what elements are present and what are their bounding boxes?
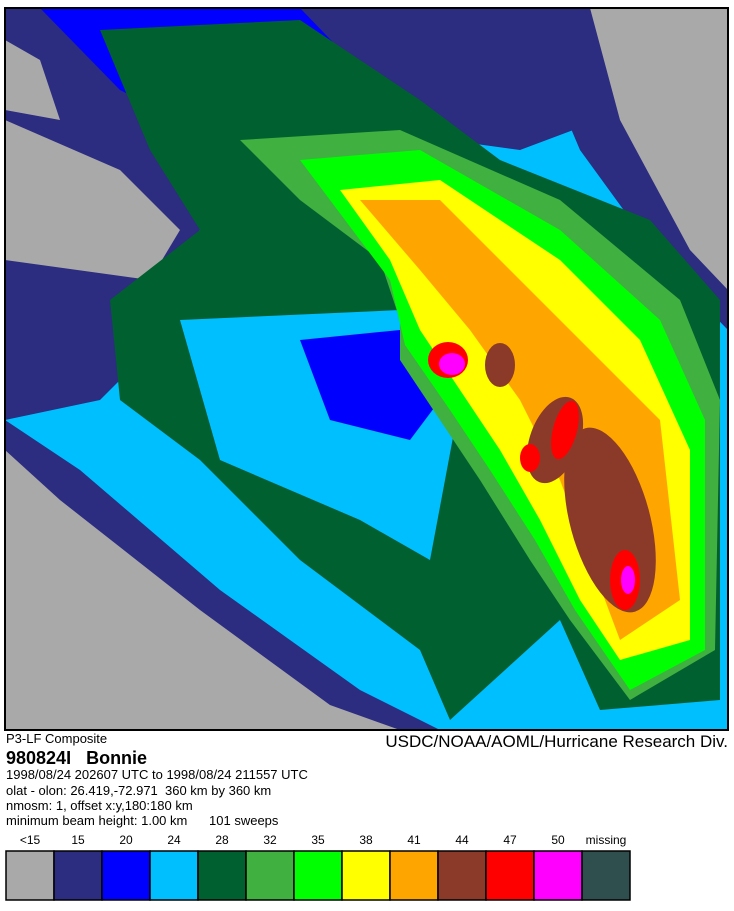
legend-label: 28 bbox=[215, 833, 229, 847]
legend-label: 15 bbox=[71, 833, 85, 847]
legend-label: 38 bbox=[359, 833, 373, 847]
credit: USDC/NOAA/AOML/Hurricane Research Div. bbox=[385, 732, 728, 751]
legend-swatch bbox=[341, 850, 391, 901]
legend-label: 47 bbox=[503, 833, 517, 847]
legend-swatch bbox=[389, 850, 439, 901]
legend-label: 44 bbox=[455, 833, 469, 847]
legend-label: <15 bbox=[20, 833, 41, 847]
legend-label: 50 bbox=[551, 833, 565, 847]
legend-label: 32 bbox=[263, 833, 277, 847]
legend-swatch bbox=[53, 850, 103, 901]
legend-swatch bbox=[485, 850, 535, 901]
legend: <15 15 20 24 28 32 35 38 41 44 47 50 missing bbox=[5, 833, 631, 901]
legend-swatch bbox=[533, 850, 583, 901]
legend-swatch bbox=[581, 850, 631, 901]
legend-label: 41 bbox=[407, 833, 421, 847]
info-line: olat - olon: 26.419,-72.971 360 km by 36… bbox=[6, 783, 271, 798]
legend-swatch bbox=[197, 850, 247, 901]
storm-name: 980824I Bonnie bbox=[6, 748, 147, 768]
legend-swatch bbox=[101, 850, 151, 901]
legend-label: 24 bbox=[167, 833, 181, 847]
legend-swatch bbox=[5, 850, 55, 901]
legend-swatch bbox=[293, 850, 343, 901]
legend-swatch bbox=[437, 850, 487, 901]
legend-label: missing bbox=[586, 833, 627, 847]
radar-map bbox=[4, 7, 729, 731]
legend-label: 35 bbox=[311, 833, 325, 847]
info-line: nmosm: 1, offset x:y,180:180 km bbox=[6, 798, 193, 813]
info-line: 1998/08/24 202607 UTC to 1998/08/24 2115… bbox=[6, 767, 308, 782]
subtitle: P3-LF Composite bbox=[6, 731, 107, 746]
legend-swatch bbox=[149, 850, 199, 901]
legend-label: 20 bbox=[119, 833, 133, 847]
info-line: minimum beam height: 1.00 km 101 sweeps bbox=[6, 813, 279, 828]
legend-swatch bbox=[245, 850, 295, 901]
